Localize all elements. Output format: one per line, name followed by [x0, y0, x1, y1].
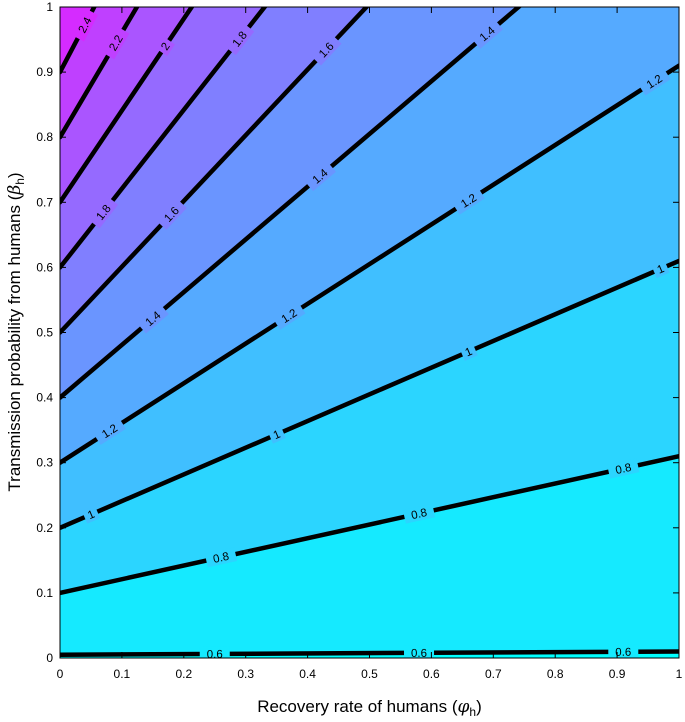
x-tick-label: 0.2: [175, 667, 192, 681]
contour-label: 0.8: [402, 503, 436, 524]
contour-label-gap: [156, 198, 187, 230]
contour-labels: 0.6 0.6 0.60.80.80.811111.21.21.21.21.41.4…: [71, 8, 671, 661]
y-tick-label: 0.3: [36, 456, 53, 470]
contour-label-text: 1: [464, 346, 475, 360]
contour-line: [60, 63, 679, 465]
x-tick-label: 0.4: [299, 667, 316, 681]
contour-label: 1: [651, 259, 670, 279]
contour-label-gap: [199, 646, 230, 658]
contour-label-gap: [272, 301, 306, 330]
contour-label: 1: [267, 425, 286, 444]
contour-label-gap: [102, 26, 130, 60]
x-tick-label: 0.3: [237, 667, 254, 681]
contour-label-gap: [304, 161, 336, 192]
y-tick-label: 0.9: [36, 65, 53, 79]
x-axis-label: Recovery rate of humans (φh): [257, 697, 482, 719]
contour-label-gap: [608, 644, 639, 658]
contour-label-text: 0.6: [411, 648, 427, 660]
contour-label-text: 0.8: [410, 507, 428, 522]
y-tick-label: 0.6: [36, 260, 53, 274]
contour-fill-bands: [60, 7, 679, 658]
x-tick-label: 0: [57, 667, 64, 681]
contour-label-gap: [471, 18, 504, 49]
contour-label-gap: [204, 547, 238, 568]
contour-label-gap: [607, 458, 640, 479]
x-tick-label: 0.5: [361, 667, 378, 681]
contour-label-gap: [136, 303, 169, 334]
y-tick-label: 0: [46, 651, 53, 665]
contour-label-gap: [81, 505, 101, 524]
contour-label: 0.6: [199, 646, 230, 661]
y-tick-label: 0.8: [36, 130, 53, 144]
contour-label-gap: [224, 22, 255, 56]
contour-label-gap: [267, 425, 286, 444]
contour-label: 0.8: [204, 547, 238, 568]
x-tick-label: 0.7: [485, 667, 502, 681]
contour-label-gap: [459, 342, 478, 361]
y-tick-label: 0.1: [36, 586, 53, 600]
y-tick-label: 0.5: [36, 326, 53, 340]
contour-label: 1: [81, 505, 101, 524]
x-tick-label: 0.8: [547, 667, 564, 681]
contour-label-gap: [651, 259, 670, 279]
x-tick-label: 1: [676, 667, 683, 681]
contour-label-gap: [310, 34, 342, 66]
contour-line: [60, 258, 679, 531]
contour-label-text: 0.8: [212, 551, 230, 566]
contour-label-gap: [402, 503, 436, 524]
contour-label: 0.6: [403, 645, 435, 660]
contour-label: 0.6: [608, 644, 639, 659]
contour-label: 0.8: [607, 458, 640, 479]
contour-label: 2: [155, 36, 175, 56]
contour-label-text: 0.6: [207, 649, 223, 661]
contour-label-gap: [155, 36, 175, 56]
contour-label-text: 1: [86, 509, 97, 523]
contour-label-gap: [452, 186, 485, 215]
y-tick-label: 0.2: [36, 521, 53, 535]
contour-label-text: 1: [272, 429, 283, 443]
y-axis-label: Transmission probability from humans (βh…: [5, 172, 27, 491]
y-tick-label: 1: [46, 0, 53, 14]
y-tick-label: 0.7: [36, 195, 53, 209]
contour-label-gap: [71, 8, 98, 42]
contour-label-gap: [88, 196, 119, 229]
contour-label-gap: [637, 67, 671, 96]
contour-line: [60, 453, 679, 596]
contour-label-text: 0.6: [615, 647, 631, 659]
contour-label-text: 0.8: [614, 462, 632, 477]
contour-label-gap: [403, 645, 435, 658]
y-tick-label: 0.4: [36, 391, 53, 405]
x-axis: 0 0.1 0.2 0.3 0.4 0.5 0.6 0.7 0.8 0.9 1: [57, 7, 683, 681]
contour-line: [60, 7, 268, 270]
x-tick-label: 0.6: [423, 667, 440, 681]
y-axis: 0 0.1 0.2 0.3 0.4 0.5 0.6 0.7 0.8 0.9 1: [36, 0, 679, 665]
contour-label-gap: [93, 416, 126, 445]
contour-label-text: 1: [656, 263, 667, 277]
x-tick-label: 0.9: [609, 667, 626, 681]
contour-label: 1: [459, 342, 478, 361]
x-tick-label: 0.1: [114, 667, 131, 681]
